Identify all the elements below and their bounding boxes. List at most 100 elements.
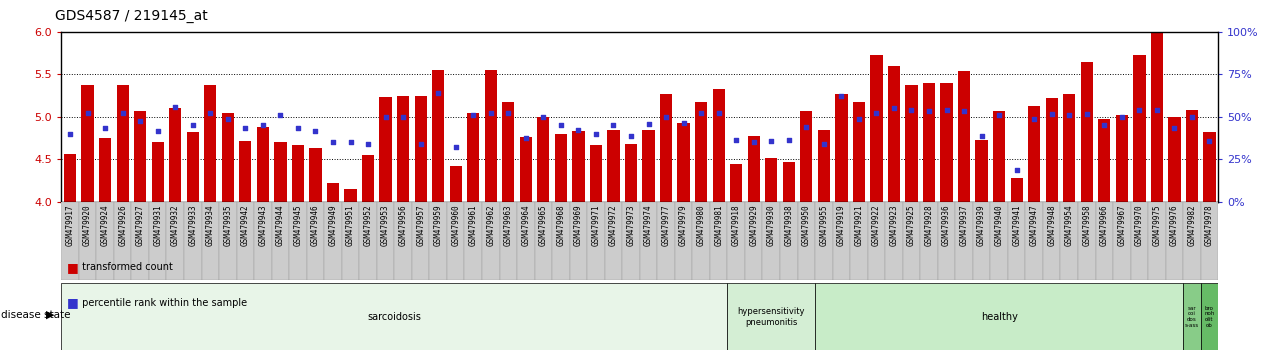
Text: GSM479965: GSM479965 bbox=[539, 204, 548, 246]
Text: GSM479943: GSM479943 bbox=[258, 204, 267, 246]
Bar bbox=[622, 202, 640, 280]
Point bbox=[673, 120, 693, 126]
Text: GSM479960: GSM479960 bbox=[451, 204, 460, 246]
Point bbox=[603, 122, 623, 128]
Point bbox=[725, 137, 746, 143]
Bar bbox=[1060, 202, 1078, 280]
Point bbox=[446, 144, 466, 149]
Bar bbox=[608, 130, 619, 202]
Bar bbox=[885, 202, 903, 280]
Bar bbox=[306, 202, 324, 280]
Bar bbox=[903, 202, 921, 280]
Bar bbox=[1008, 202, 1025, 280]
Point bbox=[813, 141, 834, 147]
Text: percentile rank within the sample: percentile rank within the sample bbox=[79, 298, 248, 308]
Point bbox=[480, 110, 501, 115]
Point bbox=[1181, 114, 1202, 120]
Bar bbox=[359, 202, 377, 280]
Text: GSM479935: GSM479935 bbox=[223, 204, 232, 246]
Bar bbox=[710, 202, 728, 280]
Point bbox=[253, 122, 273, 128]
Bar bbox=[605, 202, 622, 280]
Text: GSM479955: GSM479955 bbox=[820, 204, 829, 246]
Text: GSM479944: GSM479944 bbox=[276, 204, 285, 246]
Bar bbox=[815, 283, 1184, 350]
Point bbox=[358, 141, 378, 147]
Text: GSM479967: GSM479967 bbox=[1117, 204, 1126, 246]
Bar bbox=[955, 202, 973, 280]
Bar bbox=[905, 85, 918, 202]
Text: GSM479936: GSM479936 bbox=[942, 204, 951, 246]
Text: GSM479917: GSM479917 bbox=[65, 204, 74, 246]
Bar bbox=[397, 96, 409, 202]
Bar bbox=[658, 202, 674, 280]
Text: GSM479963: GSM479963 bbox=[504, 204, 513, 246]
Text: GSM479961: GSM479961 bbox=[469, 204, 478, 246]
Point bbox=[1112, 114, 1133, 120]
Point bbox=[1077, 112, 1097, 117]
Bar bbox=[1096, 202, 1114, 280]
Bar bbox=[412, 202, 429, 280]
Text: GSM479923: GSM479923 bbox=[890, 204, 899, 246]
Text: GSM479920: GSM479920 bbox=[83, 204, 92, 246]
Text: GSM479946: GSM479946 bbox=[312, 204, 321, 246]
Bar bbox=[850, 202, 867, 280]
Point bbox=[1129, 107, 1149, 113]
Bar bbox=[640, 202, 658, 280]
Text: GSM479937: GSM479937 bbox=[959, 204, 968, 246]
Bar bbox=[867, 202, 885, 280]
Bar bbox=[815, 202, 833, 280]
Text: GSM479921: GSM479921 bbox=[854, 204, 863, 246]
Bar bbox=[379, 97, 392, 202]
Text: GSM479933: GSM479933 bbox=[188, 204, 197, 246]
Point bbox=[375, 114, 396, 120]
Bar bbox=[660, 94, 672, 202]
Point bbox=[638, 121, 659, 126]
Bar bbox=[1168, 117, 1180, 202]
Bar bbox=[377, 202, 395, 280]
Bar bbox=[692, 202, 710, 280]
Text: bro
noh
olit
ob: bro noh olit ob bbox=[1204, 306, 1214, 328]
Bar bbox=[871, 55, 882, 202]
Bar bbox=[572, 131, 585, 202]
Bar bbox=[309, 148, 322, 202]
Bar bbox=[202, 202, 220, 280]
Bar bbox=[342, 202, 359, 280]
Text: GSM479949: GSM479949 bbox=[328, 204, 337, 246]
Point bbox=[393, 114, 414, 120]
Bar bbox=[517, 202, 535, 280]
Point bbox=[60, 131, 80, 137]
Text: GSM479919: GSM479919 bbox=[836, 204, 845, 246]
Bar bbox=[940, 83, 953, 202]
Point bbox=[410, 141, 430, 147]
Point bbox=[534, 114, 554, 120]
Bar bbox=[116, 85, 129, 202]
Bar bbox=[1130, 202, 1148, 280]
Bar bbox=[798, 202, 815, 280]
Bar bbox=[1064, 94, 1075, 202]
Point bbox=[340, 139, 361, 145]
Text: GSM479941: GSM479941 bbox=[1013, 204, 1022, 246]
Bar bbox=[1166, 202, 1184, 280]
Bar bbox=[429, 202, 447, 280]
Point bbox=[323, 139, 344, 145]
Bar bbox=[695, 102, 707, 202]
Point bbox=[516, 135, 536, 141]
Text: GSM479950: GSM479950 bbox=[802, 204, 811, 246]
Bar bbox=[292, 145, 304, 202]
Text: GSM479969: GSM479969 bbox=[573, 204, 582, 246]
Bar bbox=[64, 154, 77, 202]
Text: GSM479942: GSM479942 bbox=[241, 204, 250, 246]
Text: GSM479977: GSM479977 bbox=[661, 204, 670, 246]
Bar bbox=[467, 113, 479, 202]
Bar bbox=[324, 202, 342, 280]
Point bbox=[550, 122, 571, 128]
Bar bbox=[853, 102, 865, 202]
Point bbox=[183, 122, 203, 128]
Point bbox=[165, 104, 185, 109]
Point bbox=[796, 124, 816, 130]
Bar bbox=[624, 144, 637, 202]
Point bbox=[586, 131, 607, 137]
Bar bbox=[204, 85, 216, 202]
Bar bbox=[345, 189, 356, 202]
